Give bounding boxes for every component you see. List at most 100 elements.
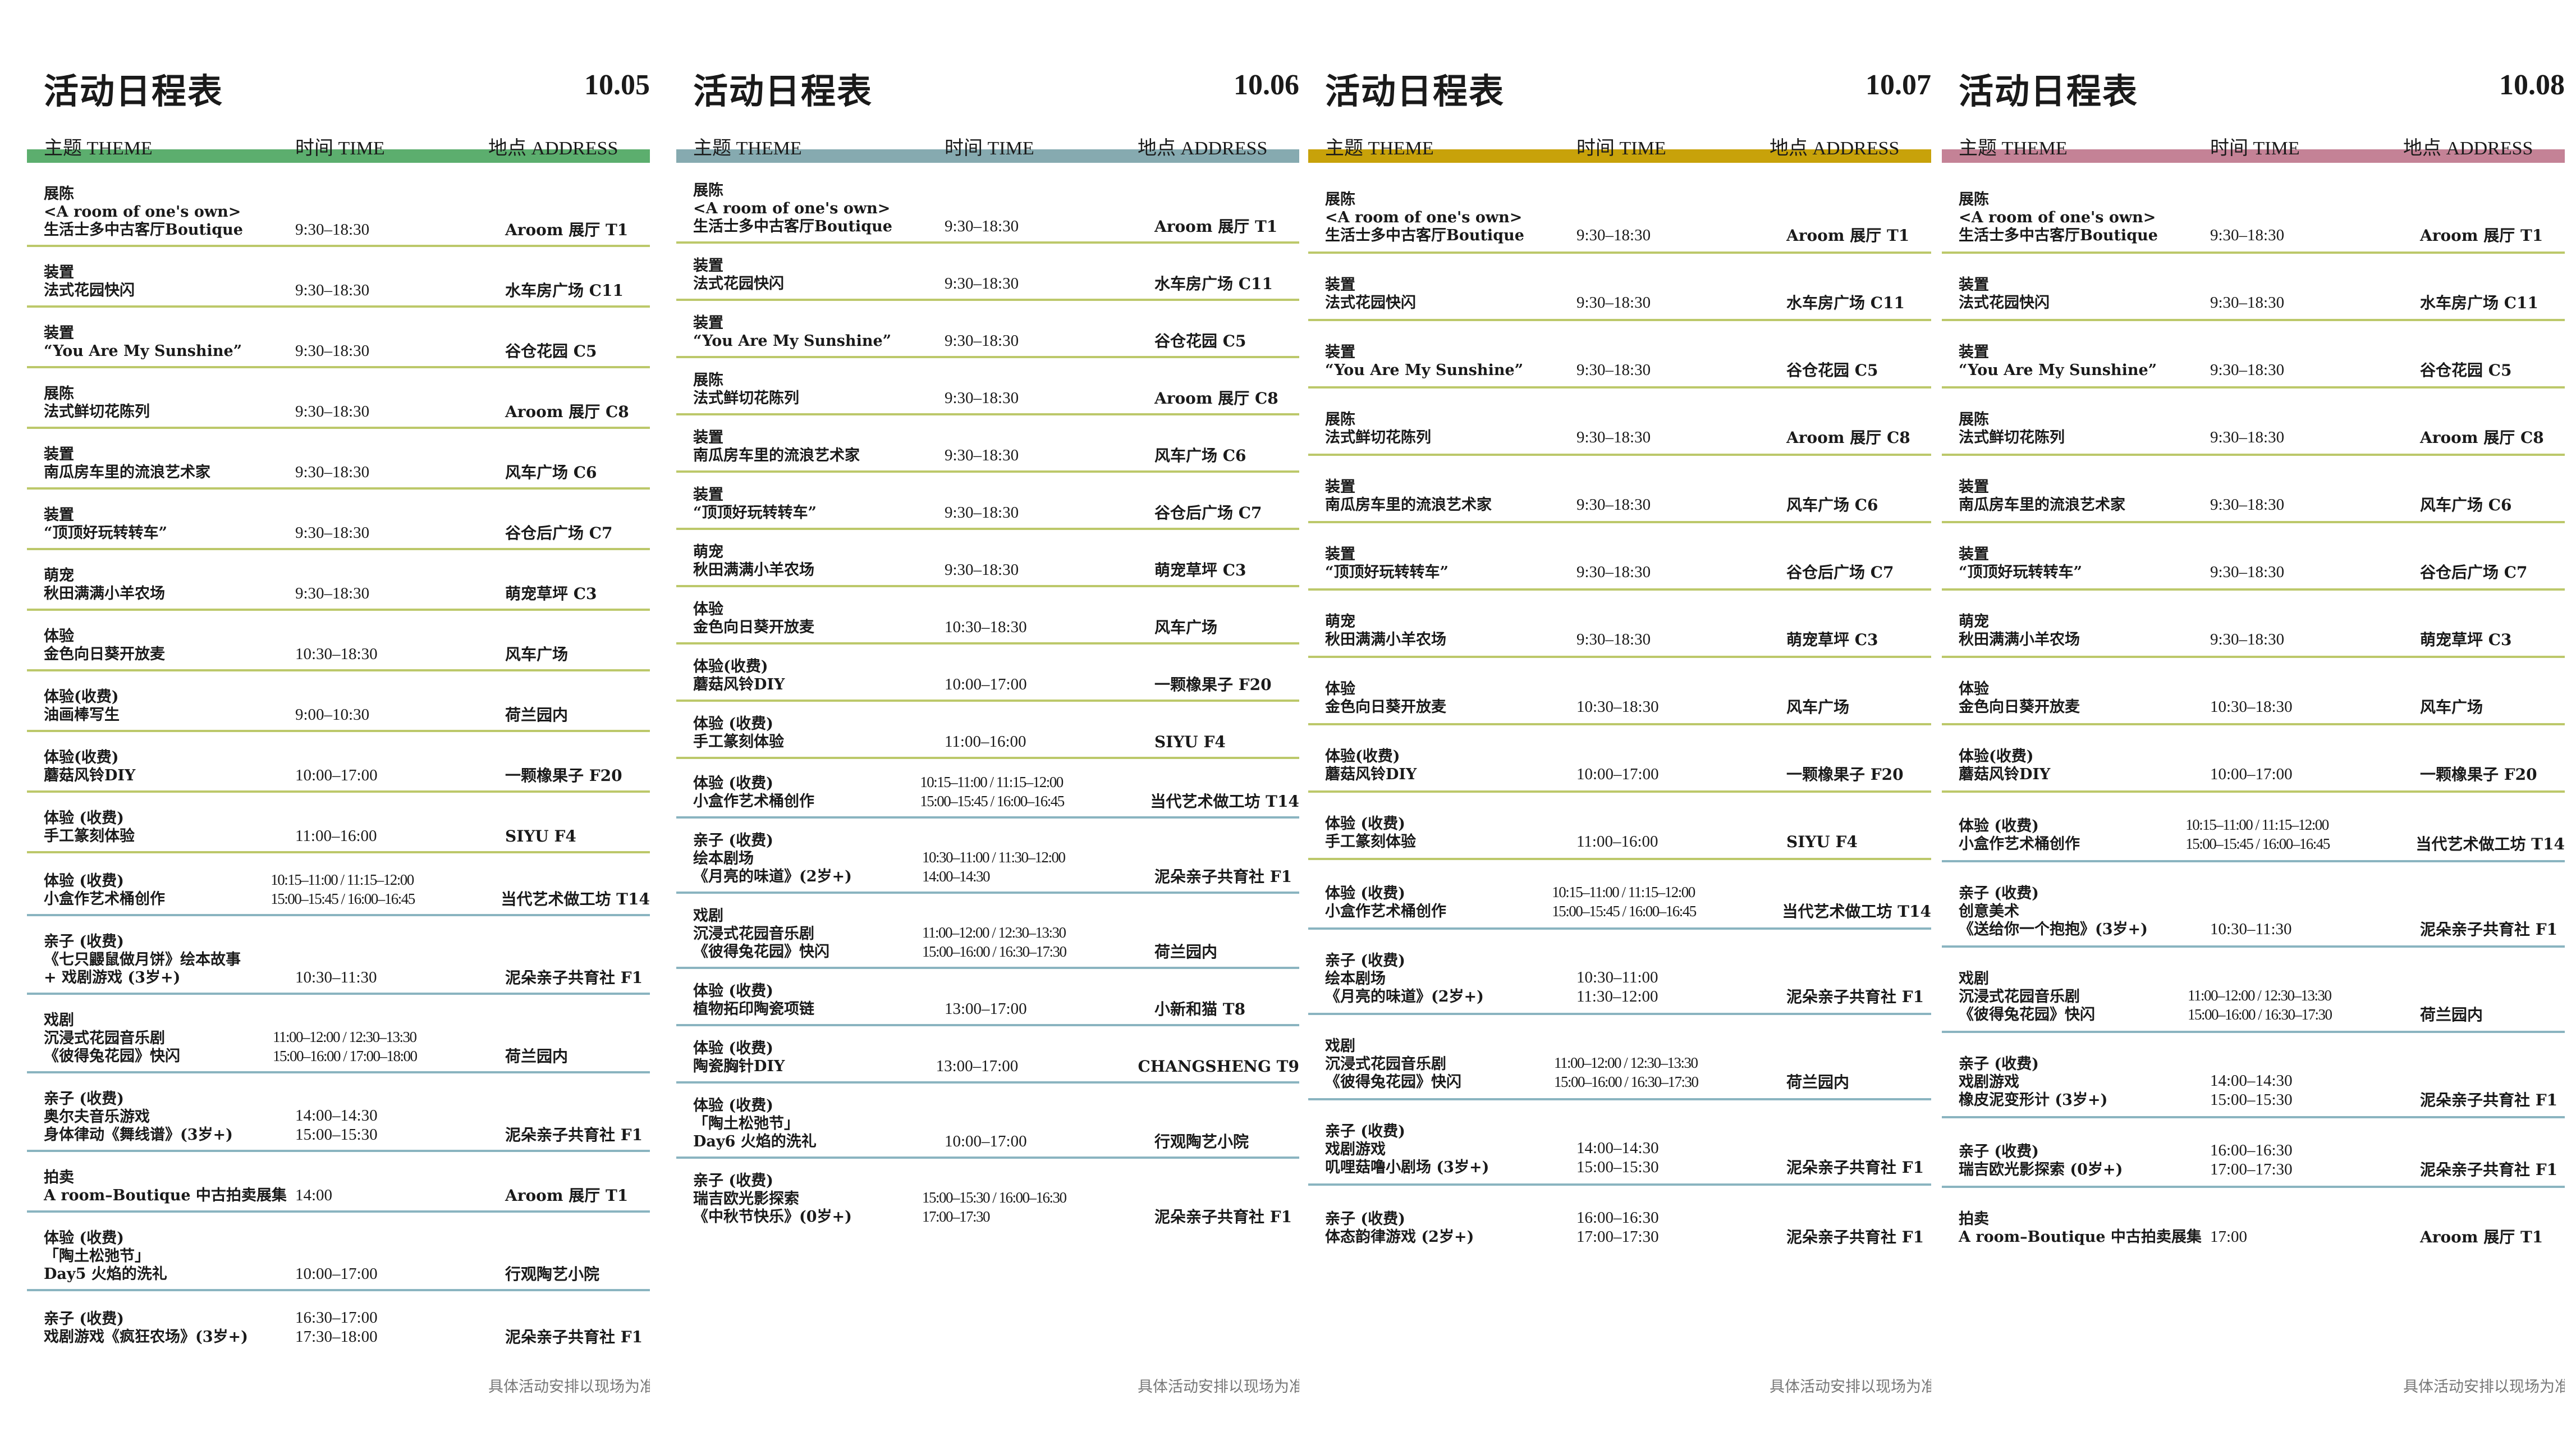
- footnote: 具体活动安排以现场为准: [1770, 1378, 1931, 1396]
- address-cell: 小新和猫 T8: [1154, 1000, 1246, 1018]
- schedule-row: 体验 金色向日葵开放麦 10:30–18:30 风车广场: [1942, 658, 2565, 725]
- theme-cell: 体验 (收费) 陶瓷胸针DIY: [676, 1040, 914, 1076]
- time-cell: 9:30–18:30: [922, 217, 1154, 236]
- address-cell: 泥朵亲子共育社 F1: [505, 1328, 643, 1346]
- activity-name: “顶顶好玩转转车”: [1959, 564, 2083, 581]
- activity-name: 金色向日葵开放麦: [1325, 698, 1446, 716]
- time-slot: 15:00–15:45 / 16:00–16:45: [920, 793, 1065, 810]
- schedule-row: 装置 南瓜房车里的流浪艺术家 9:30–18:30 风车广场 C6: [1308, 456, 1931, 523]
- activity-name: “You Are My Sunshine”: [44, 342, 242, 360]
- activity-category: 体验 (收费): [1325, 815, 1405, 833]
- address-cell: 水车房广场 C11: [1154, 275, 1273, 293]
- theme-cell: 装置 南瓜房车里的流浪艺术家: [1942, 478, 2188, 514]
- activity-category: 亲子 (收费): [1325, 1123, 1405, 1140]
- schedule-row: 体验 (收费) 小盒作艺术桶创作 10:15–11:00 / 11:15–12:00…: [1942, 793, 2565, 862]
- schedule-row: 装置 法式花园快闪 9:30–18:30 水车房广场 C11: [27, 247, 650, 308]
- address-cell: 萌宠草坪 C3: [1786, 630, 1878, 649]
- schedule-date: 10.08: [2499, 69, 2565, 101]
- activity-name: 《中秋节快乐》(0岁+): [693, 1208, 852, 1226]
- theme-cell: 亲子 (收费) 绘本剧场 《月亮的味道》(2岁+): [1308, 952, 1554, 1006]
- time-cell: 13:00–17:00: [914, 1057, 1138, 1076]
- address-cell: 泥朵亲子共育社 F1: [505, 1126, 643, 1144]
- activity-category: 戏剧: [1959, 970, 1989, 988]
- header-address: 地点 ADDRESS: [1770, 138, 1900, 159]
- time-slot: 10:30–18:30: [2210, 698, 2293, 716]
- activity-category: 体验 (收费): [44, 1229, 124, 1247]
- activity-category: 装置: [1959, 344, 1989, 361]
- schedule-rows: 展陈 <A room of one's own> 生活士多中古客厅Boutique 9…: [27, 168, 650, 1352]
- address-cell: SIYU F4: [1154, 733, 1226, 751]
- time-slot: 9:30–18:30: [2210, 294, 2285, 312]
- time-cell: 11:00–12:00 / 12:30–13:30 15:00–16:00 / 1…: [2188, 986, 2420, 1024]
- header-theme: 主题 THEME: [1325, 138, 1434, 159]
- theme-cell: 萌宠 秋田满满小羊农场: [1942, 613, 2188, 649]
- schedule-row: 体验 (收费) 手工篆刻体验 11:00–16:00 SIYU F4: [27, 793, 650, 853]
- address-cell: 谷仓后广场 C7: [1154, 504, 1262, 522]
- time-slot: 11:00–16:00: [295, 827, 377, 845]
- time-cell: 10:30–18:30: [922, 618, 1154, 637]
- theme-cell: 展陈 法式鲜切花陈列: [676, 372, 922, 408]
- schedule-row: 萌宠 秋田满满小羊农场 9:30–18:30 萌宠草坪 C3: [27, 550, 650, 611]
- time-slot: 9:30–18:30: [1576, 563, 1651, 581]
- time-cell: 9:30–18:30: [273, 220, 505, 239]
- time-cell: 9:30–18:30: [922, 274, 1154, 293]
- schedule-row: 戏剧 沉浸式花园音乐剧 《彼得兔花园》快闪 11:00–12:00 / 12:30–1…: [27, 995, 650, 1073]
- activity-name: 瑞吉欧光影探索 (0岁+): [1959, 1161, 2123, 1178]
- activity-name: <A room of one's own>: [1325, 209, 1523, 226]
- theme-cell: 装置 “You Are My Sunshine”: [1308, 344, 1554, 380]
- theme-cell: 体验(收费) 蘑菇风铃DIY: [1308, 748, 1554, 784]
- time-cell: 9:30–18:30: [922, 503, 1154, 522]
- time-slot: 11:00–12:00 / 12:30–13:30: [273, 1029, 417, 1045]
- time-slot: 9:30–18:30: [945, 275, 1019, 292]
- address-cell: SIYU F4: [1786, 833, 1858, 851]
- address-cell: 一颗橡果子 F20: [1154, 675, 1272, 694]
- address-cell: 萌宠草坪 C3: [2420, 630, 2512, 649]
- time-slot: 9:30–18:30: [945, 332, 1019, 350]
- time-slot: 9:30–18:30: [2210, 563, 2285, 581]
- theme-cell: 萌宠 秋田满满小羊农场: [1308, 613, 1554, 649]
- time-slot: 9:30–18:30: [2210, 428, 2285, 446]
- theme-cell: 戏剧 沉浸式花园音乐剧 《彼得兔花园》快闪: [1942, 970, 2188, 1024]
- address-cell: 谷仓后广场 C7: [2420, 563, 2528, 582]
- day-panel: 活动日程表 10.05 主题 THEME 时间 TIME 地点 ADDRESS …: [27, 0, 650, 1449]
- address-cell: Aroom 展厅 T1: [1154, 217, 1278, 236]
- time-cell: 14:00–14:30 15:00–15:30: [1554, 1139, 1786, 1177]
- address-cell: Aroom 展厅 C8: [1154, 389, 1278, 408]
- activity-category: 亲子 (收费): [44, 1090, 124, 1108]
- time-cell: 10:15–11:00 / 11:15–12:00 15:00–15:45 / 1…: [920, 773, 1150, 811]
- theme-cell: 体验 (收费) 小盒作艺术桶创作: [676, 775, 920, 811]
- activity-name: 《月亮的味道》(2岁+): [693, 868, 852, 885]
- activity-category: 展陈: [1325, 191, 1355, 208]
- address-cell: Aroom 展厅 T1: [505, 1186, 629, 1205]
- schedule-row: 装置 “顶顶好玩转转车” 9:30–18:30 谷仓后广场 C7: [1942, 523, 2565, 591]
- time-slot: 10:30–11:30: [2210, 920, 2292, 938]
- activity-name: 《送给你一个抱抱》(3岁+): [1959, 921, 2148, 938]
- activity-category: 体验 (收费): [693, 1097, 773, 1114]
- time-slot: 10:30–18:30: [1576, 698, 1659, 716]
- address-cell: Aroom 展厅 T1: [505, 221, 629, 239]
- time-slot: 17:00: [2210, 1228, 2248, 1246]
- footnote: 具体活动安排以现场为准: [488, 1378, 650, 1396]
- activity-category: 亲子 (收费): [693, 1172, 773, 1190]
- schedule-row: 体验(收费) 蘑菇风铃DIY 10:00–17:00 一颗橡果子 F20: [1308, 725, 1931, 793]
- activity-category: 装置: [44, 446, 74, 463]
- time-cell: 13:00–17:00: [922, 999, 1154, 1018]
- activity-name: “顶顶好玩转转车”: [1325, 564, 1449, 581]
- activity-name: 橡皮泥变形计 (3岁+): [1959, 1091, 2108, 1109]
- footnote: 具体活动安排以现场为准: [1138, 1378, 1299, 1396]
- time-slot: 14:00–14:30: [295, 1107, 378, 1125]
- time-slot: 10:30–11:00: [1576, 968, 1658, 986]
- activity-category: 体验: [44, 628, 74, 645]
- activity-name: 戏剧游戏: [1959, 1073, 2019, 1091]
- time-slot: 14:00–14:30: [922, 868, 991, 885]
- schedule-title: 活动日程表: [1325, 71, 1505, 112]
- address-cell: 水车房广场 C11: [1786, 294, 1905, 312]
- day-panel: 活动日程表 10.08 主题 THEME 时间 TIME 地点 ADDRESS …: [1942, 0, 2565, 1449]
- schedule-row: 拍卖 A room–Boutique 中古拍卖展集 14:00 Aroom 展厅 T1: [27, 1152, 650, 1213]
- time-slot: 17:00–17:30: [1576, 1228, 1659, 1246]
- time-cell: 9:30–18:30: [2188, 630, 2420, 649]
- schedule-row: 体验 (收费) 「陶土松弛节」 Day6 火焰的洗礼 10:00–17:00 行观陶艺小…: [676, 1084, 1299, 1159]
- header-color-bar: [1942, 149, 2565, 163]
- time-slot: 9:30–18:30: [1576, 496, 1651, 514]
- activity-name: 金色向日葵开放麦: [44, 646, 165, 663]
